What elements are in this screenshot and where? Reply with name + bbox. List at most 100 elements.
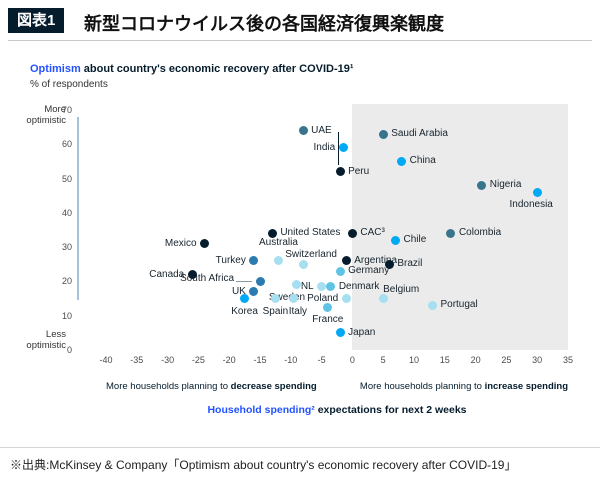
data-point-label-south-africa: South Africa [180,273,234,285]
data-point-label-cac: CAC³ [360,227,385,239]
data-point-label-turkey: Turkey [215,254,246,266]
source-note: ※出典:McKinsey & Company「Optimism about co… [10,458,517,472]
x-tick-label: 35 [562,355,573,365]
x-annotation-decrease-bold: decrease spending [230,381,317,392]
chart-title-rest: about country's economic recovery after … [80,63,354,75]
y-tick-label: 20 [61,276,72,287]
x-tick-label: 0 [349,355,355,365]
x-tick-label: -15 [253,355,267,365]
increase-spending-region [352,104,568,350]
data-point-label-brazil: Brazil [397,258,423,270]
data-point-korea [240,294,250,304]
x-axis-title: Household spending² expectations for nex… [106,404,568,416]
y-axis-accent-line [77,117,79,300]
chart-title: Optimism about country's economic recove… [30,63,354,75]
data-point-portugal [427,300,437,310]
data-point-label-mexico: Mexico [164,237,197,249]
x-tick-label: 30 [532,355,543,365]
y-axis-ticks: 0 10 20 30 40 50 60 70 [42,105,72,355]
data-point-turkey [249,256,259,266]
data-point-mexico [200,239,210,249]
data-point-label-saudi-arabia: Saudi Arabia [391,128,448,139]
x-tick-label: -25 [191,355,205,365]
data-point-uk [249,287,259,297]
x-tick-label: -20 [222,355,236,365]
data-point-united-states [267,228,277,238]
data-point-denmark [326,282,336,292]
header-divider [8,40,592,41]
x-tick-label: 5 [380,355,386,365]
data-point-label-argentina: Argentina [354,254,398,266]
x-annotation-increase-bold: increase spending [484,381,568,392]
data-point-sweden [292,280,302,290]
data-point-japan [335,328,345,338]
data-point-label-portugal: Portugal [440,299,478,311]
data-point-italy [289,294,299,304]
data-point-spain [270,294,280,304]
scatter-plot: UAE Saudi Arabia India China Peru Nigeria Indo… [106,104,568,350]
data-point-peru [335,167,345,177]
data-point-label-peru: Peru [348,165,370,177]
data-point-label-italy: Italy [288,305,308,317]
footer-divider [0,447,600,448]
x-axis-title-rest: expectations for next 2 weeks [314,404,467,416]
y-tick-label: 50 [61,173,72,184]
data-point-label-sweden: Sweden [268,291,306,303]
data-point-label-korea: Korea [231,305,258,317]
x-annotation-increase-text: More households planning to [359,381,485,392]
y-tick-label: 70 [61,105,72,115]
x-tick-label: 10 [408,355,419,365]
data-point-label-france: France [312,314,344,326]
data-point-label-spain: Spain [262,305,289,317]
data-point-label-nigeria: Nigeria [489,179,522,191]
data-point-colombia [446,228,456,238]
data-point-label-chile: Chile [403,234,427,246]
data-point-nl [317,282,327,292]
data-point-germany [335,266,345,276]
data-point-label-nl: NL [300,280,314,292]
data-point-label-uk: UK [231,285,246,297]
chart-title-accent: Optimism [30,63,81,75]
data-point-poland [341,294,351,304]
y-tick-label: 0 [66,345,72,355]
data-point-brazil [384,259,394,269]
chart-subtitle: % of respondents [30,79,108,90]
data-point-chile [391,235,401,245]
x-axis-title-accent: Household spending² [207,404,315,416]
x-tick-label: -30 [161,355,175,365]
leader-line-south-africa [236,281,252,283]
data-point-label-poland: Poland [307,292,339,304]
y-axis-label-more-optimistic: More optimistic [26,104,66,126]
data-point-label-colombia: Colombia [458,227,502,239]
figure-title: 新型コロナウイルス後の各国経済復興楽観度 [84,14,444,34]
x-tick-label: 15 [439,355,450,365]
data-point-label-uae: UAE [311,124,332,136]
x-annotation-decrease-text: More households planning to [106,381,231,392]
data-point-saudi-arabia [378,129,388,139]
x-axis-ticks: -40 -35 -30 -25 -20 -15 -10 -5 0 5 10 15 20 25 30 35 [99,355,573,367]
data-point-label-japan: Japan [348,326,376,338]
x-annotation-increase: More households planning to increase spe… [360,381,568,392]
data-point-label-germany: Germany [348,265,390,277]
data-point-label-china: China [409,155,436,167]
data-point-cac [347,228,357,238]
figure-tag: 図表1 [8,8,65,33]
x-tick-label: -10 [284,355,298,365]
y-tick-label: 60 [61,139,72,150]
data-point-label-canada: Canada [149,268,185,280]
x-tick-label: -5 [317,355,326,365]
x-tick-label: -40 [99,355,113,365]
data-point-nigeria [477,180,487,190]
data-point-argentina [341,256,351,266]
x-tick-label: 20 [470,355,481,365]
data-point-label-united-states: United States [280,227,341,239]
data-point-label-indonesia: Indonesia [509,199,553,211]
data-point-label-switzerland: Switzerland [285,249,337,261]
y-tick-label: 30 [61,242,72,253]
y-tick-label: 40 [61,207,72,218]
x-annotation-decrease: More households planning to decrease spe… [106,381,317,392]
data-point-canada [187,270,197,280]
data-point-label-australia: Australia [259,236,298,248]
data-point-indonesia [532,187,542,197]
